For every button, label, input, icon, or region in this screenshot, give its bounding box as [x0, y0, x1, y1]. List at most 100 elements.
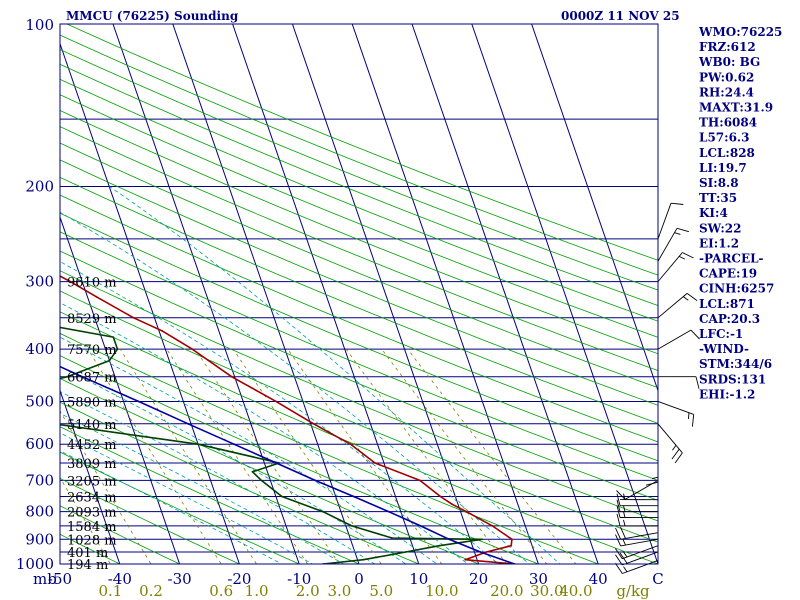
temperature-tick-label: -30: [168, 570, 192, 588]
dry-adiabat-line: [60, 49, 658, 291]
pressure-tick-label: 400: [25, 340, 54, 358]
wind-barb-half-flag: [679, 255, 685, 260]
temperature-line: [60, 275, 515, 564]
dewpoint-point: [108, 359, 111, 362]
mixing-ratio-label: 10.0: [425, 582, 458, 600]
parcel-point: [187, 422, 190, 425]
dewpoint-point: [112, 336, 115, 338]
dry-adiabat-line: [60, 451, 301, 564]
wind-barb-half-flag: [683, 296, 689, 301]
temperature-tick-label: 0: [354, 570, 364, 588]
temperature-point: [464, 558, 467, 561]
moist-adiabat-line: [60, 450, 283, 564]
wind-barb-half-flag: [623, 551, 628, 558]
temperature-point: [511, 538, 513, 541]
wind-barb-staff: [657, 423, 683, 454]
sounding-index: EI:1.2: [699, 236, 739, 250]
wind-barb: [616, 513, 659, 527]
wind-barb: [615, 526, 659, 540]
wind-barb-staff: [622, 545, 659, 560]
wind-barb-flag: [615, 554, 623, 566]
wind-barb-flag: [615, 548, 623, 559]
sounding-index: PW:0.62: [699, 70, 754, 84]
temperature-tick-label: 20: [469, 570, 488, 588]
mixing-ratio-label: 5.0: [369, 582, 393, 600]
wind-barb: [615, 545, 659, 560]
sounding-index: CAPE:19: [699, 267, 757, 281]
wind-barb: [657, 202, 684, 240]
pressure-tick-label: 300: [25, 273, 54, 291]
sounding-index: MAXT:31.9: [699, 101, 773, 115]
temperature-point: [230, 375, 233, 378]
dry-adiabat-line: [60, 94, 658, 338]
temperature-tick-label: 30: [529, 570, 548, 588]
temperature-point: [275, 400, 277, 403]
dry-adiabat-line: [60, 290, 658, 543]
wind-barb-flag: [620, 526, 626, 539]
dry-adiabat-line: [60, 505, 181, 564]
wind-barb-half-flag: [622, 539, 626, 546]
height-label: 401 m: [67, 546, 108, 561]
parcel-point: [479, 551, 482, 553]
wind-barb-flag: [686, 293, 698, 301]
temperature-point: [191, 348, 194, 350]
sounding-index: STM:344/6: [699, 357, 772, 371]
mixing-ratio-line: [166, 348, 309, 564]
isotherm-line: [411, 24, 599, 564]
parcel-point: [314, 479, 317, 482]
wind-barb-half-flag: [623, 519, 626, 527]
dewpoint-point: [66, 375, 69, 378]
temperature-tick-label: -10: [287, 570, 311, 588]
wind-barb-staff: [622, 551, 659, 566]
dry-adiabat-line: [60, 311, 658, 564]
mixing-ratio-label: 3.0: [327, 582, 351, 600]
moist-adiabat-line: [60, 412, 345, 564]
dewpoint-point: [404, 551, 407, 553]
dry-adiabat-line: [60, 159, 658, 406]
dry-adiabat-line: [60, 110, 658, 355]
dry-adiabat-line: [60, 250, 658, 501]
dewpoint-point: [438, 544, 441, 547]
mixing-ratio-line: [287, 348, 443, 564]
temperature-point: [331, 433, 334, 436]
wind-barb: [616, 499, 659, 513]
height-label: 3205 m: [67, 474, 117, 489]
pressure-axis-label: mb: [33, 570, 57, 588]
dry-adiabat-line: [60, 270, 658, 522]
wind-barb-staff: [657, 329, 692, 350]
series-layer: [60, 275, 516, 564]
pressure-tick-label: 600: [25, 435, 54, 453]
dewpoint-point: [322, 510, 324, 513]
temperature-point: [374, 462, 376, 464]
sounding-index: SW:22: [699, 221, 741, 235]
dry-adiabat-line: [60, 231, 658, 481]
mixing-ratio-label: 0.6: [209, 582, 233, 600]
wind-barb-flag: [616, 505, 621, 518]
wind-barb-half-flag: [623, 566, 628, 572]
wind-barb-flag: [674, 452, 683, 464]
mixing-ratio-line: [194, 348, 340, 564]
wind-barb: [657, 401, 695, 427]
sounding-index: FRZ:612: [699, 40, 756, 54]
mixing-ratio-line: [119, 348, 258, 564]
moist-adiabat-line: [109, 186, 561, 564]
dry-adiabat-line: [60, 78, 658, 322]
wind-barb-flag: [616, 513, 621, 527]
height-label: 4452 m: [67, 438, 117, 453]
mixing-ratio-line: [60, 410, 152, 564]
height-label: 1584 m: [67, 520, 117, 535]
temperature-tick-label: C: [652, 570, 663, 588]
dry-adiabat-line: [60, 212, 658, 462]
wind-barb-flag: [645, 481, 659, 486]
sounding-index: LCL:871: [699, 297, 755, 311]
moist-adiabat-line: [60, 390, 376, 564]
wind-barb-staff: [620, 532, 659, 540]
temperature-point: [465, 510, 468, 513]
mixing-ratio-line: [60, 476, 111, 564]
sounding-index: TH:6084: [699, 116, 757, 130]
parcel-point: [419, 525, 422, 527]
sounding-index: L57:6.3: [699, 131, 749, 145]
parcel-point: [233, 443, 235, 446]
